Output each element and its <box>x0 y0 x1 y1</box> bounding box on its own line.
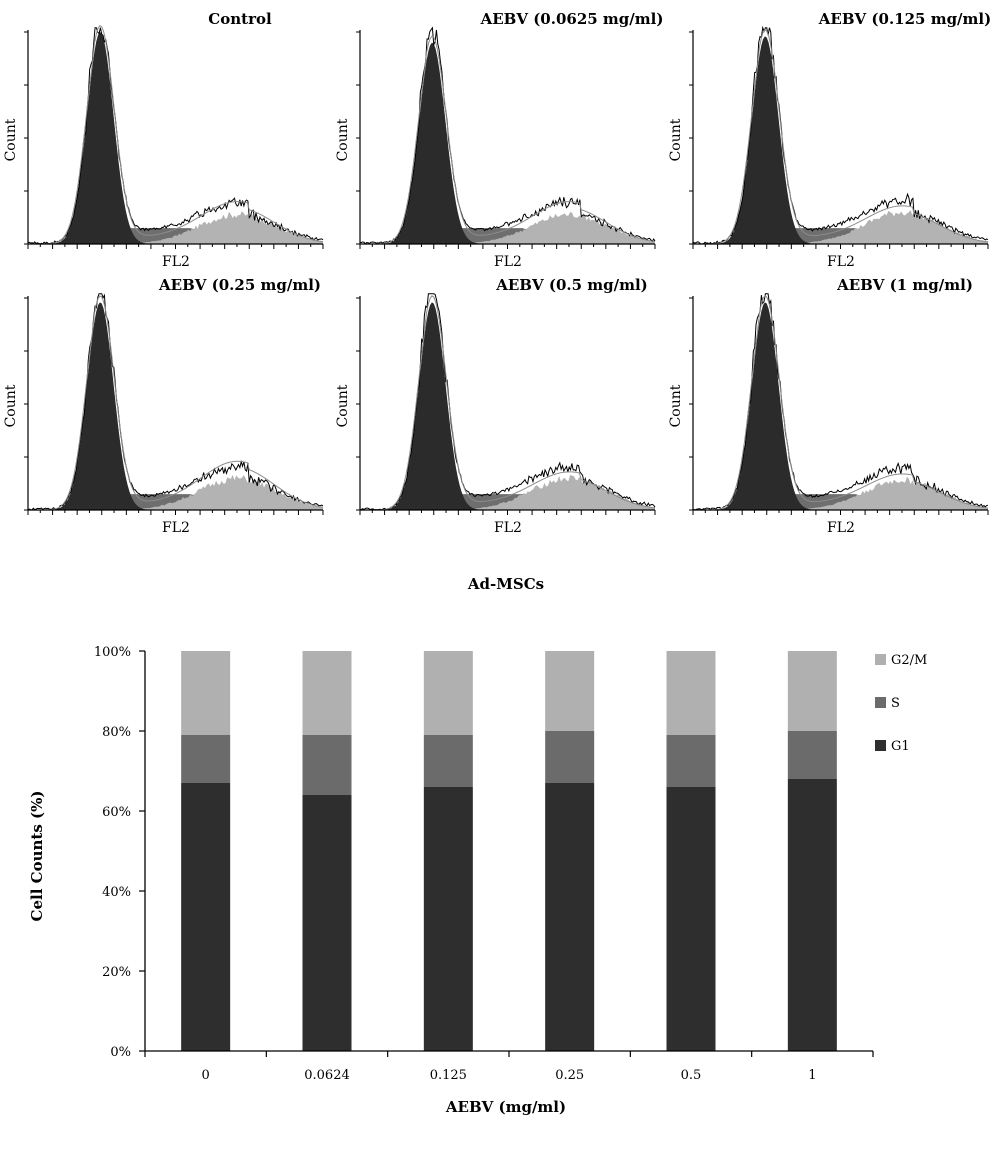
histogram-title: AEBV (1 mg/ml) <box>836 276 973 294</box>
y-tick-label: 60% <box>102 805 131 820</box>
histogram-x-label: FL2 <box>494 254 522 270</box>
x-tick-label: 0.0624 <box>304 1068 350 1083</box>
bar-segment <box>302 651 352 735</box>
histogram-x-label: FL2 <box>827 520 855 536</box>
bar-segment <box>787 731 837 779</box>
histogram-g1-phase <box>28 302 323 510</box>
legend-label: G2/M <box>891 653 927 668</box>
histogram-x-label: FL2 <box>827 254 855 270</box>
histogram-g1-phase <box>360 302 655 510</box>
y-tick-label: 20% <box>102 965 131 980</box>
section-title: Ad-MSCs <box>0 574 1000 593</box>
x-tick-label: 0.5 <box>681 1068 702 1083</box>
x-tick-label: 0 <box>202 1068 210 1083</box>
section-title-text: Ad-MSCs <box>467 575 545 593</box>
histogram-fit-curve <box>27 25 324 245</box>
histogram-title: AEBV (0.25 mg/ml) <box>158 276 321 294</box>
histogram-title: AEBV (0.5 mg/ml) <box>495 276 648 294</box>
histogram-raw-data <box>359 26 656 245</box>
histogram-panel: AEBV (0.125 mg/ml) FL2 Count <box>668 10 991 270</box>
histogram-x-label: FL2 <box>162 520 190 536</box>
y-tick-label: 100% <box>94 645 131 660</box>
x-tick-label: 0.125 <box>430 1068 467 1083</box>
histogram-raw-data <box>359 293 656 511</box>
histogram-raw-data <box>27 293 324 511</box>
y-axis-title: Cell Counts (%) <box>28 791 46 922</box>
histogram-panel: AEBV (0.25 mg/ml) FL2 Count <box>3 276 324 536</box>
x-tick-label: 1 <box>808 1068 816 1083</box>
histogram-g1-phase <box>360 42 655 244</box>
histogram-y-label: Count <box>3 118 19 161</box>
histogram-panel: AEBV (1 mg/ml) FL2 Count <box>668 276 989 536</box>
histogram-x-label: FL2 <box>162 254 190 270</box>
histogram-raw-data <box>692 25 989 245</box>
histogram-raw-data <box>692 293 989 511</box>
histogram-title: AEBV (0.125 mg/ml) <box>818 10 991 28</box>
histogram-y-label: Count <box>335 118 351 161</box>
histogram-y-label: Count <box>668 118 684 161</box>
bar-segment <box>545 651 595 731</box>
histogram-g1-phase <box>693 36 988 245</box>
histogram-g2m-phase <box>360 212 655 244</box>
x-tick-label: 0.25 <box>555 1068 584 1083</box>
histogram-y-label: Count <box>335 384 351 427</box>
bar-segment <box>181 735 231 783</box>
bar-segment <box>666 787 716 1051</box>
legend-swatch <box>875 654 886 665</box>
histogram-g2m-phase <box>693 476 988 510</box>
histogram-y-label: Count <box>668 384 684 427</box>
histogram-g2m-phase <box>693 210 988 244</box>
histogram-g1-phase <box>28 32 323 245</box>
bar-segment <box>423 787 473 1051</box>
cell-cycle-bar-chart: 0% 20% 40% 60% 80% 100% 0 0.0624 0.125 0.25 0.5 1 AE… <box>28 645 927 1116</box>
bar-segment <box>181 783 231 1051</box>
y-tick-label: 40% <box>102 885 131 900</box>
bar-segment <box>787 779 837 1051</box>
y-tick-label: 80% <box>102 725 131 740</box>
bar-segment <box>666 651 716 735</box>
histogram-g2m-phase <box>28 474 323 510</box>
histogram-title: Control <box>208 10 272 28</box>
bar-segment <box>787 651 837 731</box>
histogram-g2m-phase <box>360 474 655 510</box>
bar-segment <box>423 735 473 787</box>
legend-label: G1 <box>891 739 910 754</box>
histogram-x-label: FL2 <box>494 520 522 536</box>
histogram-g1-phase <box>693 302 988 510</box>
bar-segment <box>666 735 716 787</box>
legend-label: S <box>891 696 900 711</box>
bar-segment <box>423 651 473 735</box>
histogram-title: AEBV (0.0625 mg/ml) <box>480 10 664 28</box>
legend-swatch <box>875 740 886 751</box>
histogram-fit-curve <box>359 295 656 511</box>
bar-segment <box>302 795 352 1051</box>
flow-cytometry-histograms: Control FL2 Count AEBV (0.0625 mg/ml) FL2 Cou… <box>3 10 991 536</box>
legend-swatch <box>875 697 886 708</box>
histogram-fit-curve <box>27 295 324 511</box>
bar-segment <box>181 651 231 735</box>
histogram-fit-curve <box>692 295 989 511</box>
bar-segment <box>545 783 595 1051</box>
histogram-fit-curve <box>692 29 989 245</box>
bar-segment <box>302 735 352 795</box>
histogram-raw-data <box>27 27 324 245</box>
histogram-y-label: Count <box>3 384 19 427</box>
histogram-g2m-phase <box>28 211 323 244</box>
bar-segment <box>545 731 595 783</box>
histogram-panel: AEBV (0.5 mg/ml) FL2 Count <box>335 276 656 536</box>
histogram-panel: Control FL2 Count <box>3 10 324 270</box>
x-axis-title: AEBV (mg/ml) <box>445 1098 566 1116</box>
histogram-panel: AEBV (0.0625 mg/ml) FL2 Count <box>335 10 663 270</box>
y-tick-label: 0% <box>110 1045 131 1060</box>
histogram-fit-curve <box>359 35 656 245</box>
